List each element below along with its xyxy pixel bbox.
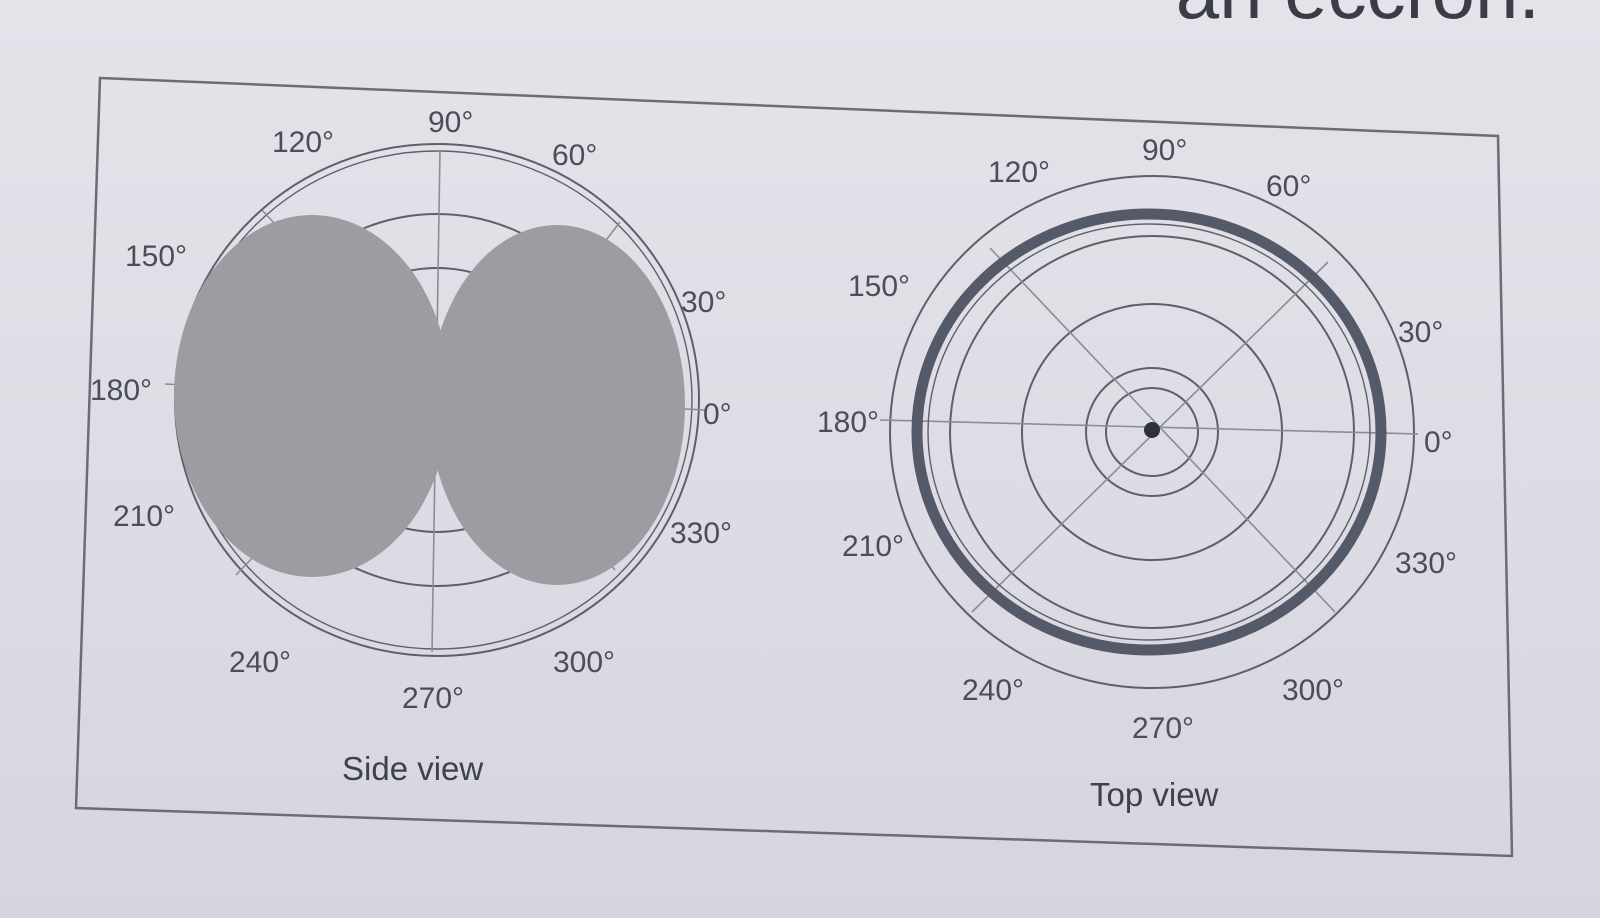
header-fragment: an eccron.	[1176, 0, 1540, 35]
side-label-30: 30°	[681, 286, 726, 319]
side-label-330: 330°	[670, 517, 732, 550]
top-label-120: 120°	[988, 156, 1050, 189]
top-pattern-ring	[911, 208, 1387, 656]
top-label-0: 0°	[1424, 426, 1453, 459]
top-grid-circle-5	[1105, 387, 1199, 477]
top-label-60: 60°	[1266, 170, 1311, 203]
top-label-210: 210°	[842, 530, 904, 563]
top-label-180: 180°	[817, 406, 879, 439]
top-label-240: 240°	[962, 674, 1024, 707]
top-label-30: 30°	[1398, 316, 1443, 349]
top-label-300: 300°	[1282, 674, 1344, 707]
side-label-60: 60°	[552, 139, 597, 172]
side-label-120: 120°	[272, 126, 334, 159]
top-grid-circle-3	[1021, 303, 1283, 561]
side-label-0: 0°	[703, 398, 732, 431]
top-spoke-120-300	[989, 247, 1336, 613]
side-label-300: 300°	[553, 646, 615, 679]
top-grid-circle-4	[1085, 367, 1219, 497]
top-view-diagram: 90° 120° 60° 150° 30° 180° 0° 210° 330° …	[817, 134, 1457, 813]
side-label-240: 240°	[229, 646, 291, 679]
side-view-caption: Side view	[342, 750, 483, 787]
figure-frame	[74, 76, 1514, 858]
top-label-270: 270°	[1132, 712, 1194, 745]
top-grid-circle-outer	[889, 175, 1415, 689]
top-center-dot	[1144, 422, 1160, 438]
side-view-diagram: 90° 120° 60° 150° 30° 180° 0° 210° 330° …	[90, 106, 732, 787]
side-label-270: 270°	[402, 682, 464, 715]
side-label-210: 210°	[113, 500, 175, 533]
side-lobe-right	[429, 225, 685, 585]
top-label-150: 150°	[848, 270, 910, 303]
top-view-caption: Top view	[1090, 776, 1219, 813]
side-lobe-left	[174, 215, 450, 577]
side-label-150: 150°	[125, 240, 187, 273]
top-label-90: 90°	[1142, 134, 1187, 167]
side-label-180: 180°	[90, 374, 152, 407]
side-label-90: 90°	[428, 106, 473, 139]
top-grid-circle-in-ring	[927, 223, 1371, 641]
top-label-330: 330°	[1395, 547, 1457, 580]
